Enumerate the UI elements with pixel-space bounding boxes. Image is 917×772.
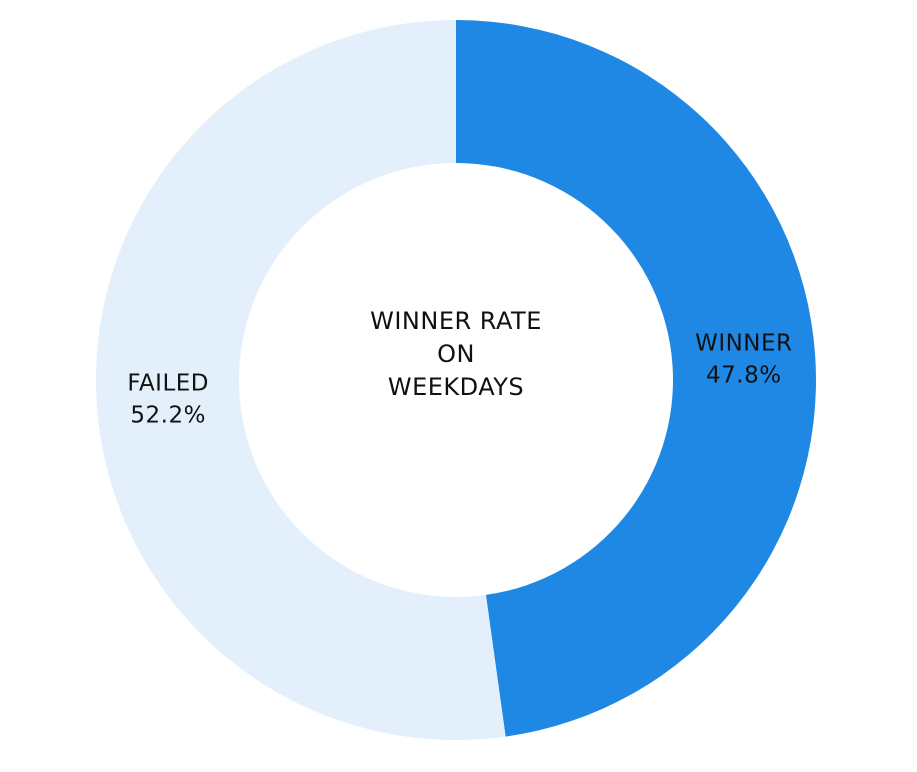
value-label: 47.8% [706, 363, 782, 389]
slice-label: WINNER [695, 331, 792, 357]
value-label: 52.2% [130, 402, 206, 428]
donut-slice [456, 20, 816, 737]
chart-title: WINNER RATE ON WEEKDAYS [370, 307, 542, 401]
slice-label: FAILED [127, 370, 209, 396]
donut-slice [95, 20, 506, 740]
